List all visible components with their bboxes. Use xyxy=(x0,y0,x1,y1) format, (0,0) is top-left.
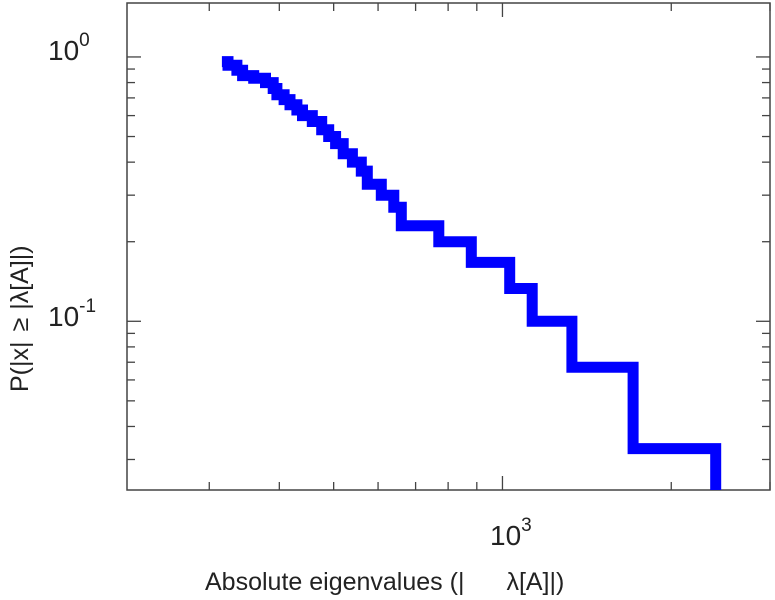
y-axis-label: P(|x|≥|λ[A]|) xyxy=(6,245,34,392)
minor-ticks xyxy=(127,3,771,490)
y-tick-label-1: 100 xyxy=(48,30,90,66)
y-tick-label-0.1: 10-1 xyxy=(48,296,96,332)
series-step-line xyxy=(221,56,722,490)
x-tick-label-1000: 103 xyxy=(490,515,532,551)
x-axis-label: Absolute eigenvalues (| λ[A]|) xyxy=(205,568,564,596)
major-ticks xyxy=(127,3,770,490)
